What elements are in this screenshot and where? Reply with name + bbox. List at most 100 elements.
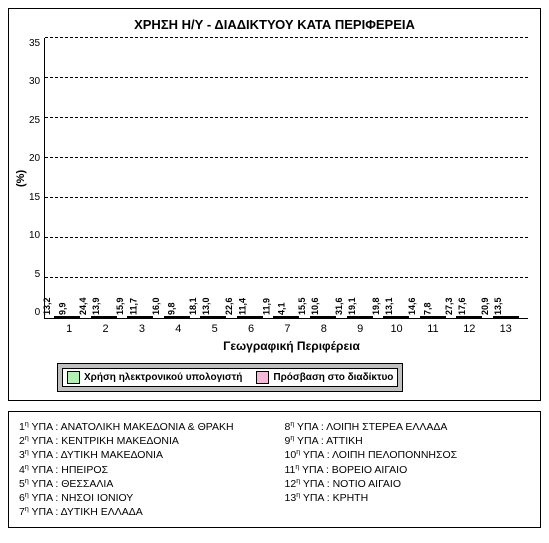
bar-group: 14,67,8	[418, 316, 448, 318]
bars-row: 13,29,924,413,915,911,716,09,818,113,022…	[45, 38, 528, 318]
bar-value-label: 27,3	[444, 297, 454, 315]
x-tick: 10	[382, 323, 412, 335]
bar-group: 22,611,4	[235, 316, 265, 318]
bar: 31,6	[347, 316, 360, 318]
legend-label: Χρήση ηλεκτρονικού υπολογιστή	[84, 372, 242, 383]
bar-group: 15,510,6	[308, 316, 338, 318]
legend-item: Πρόσβαση στο διαδίκτυο	[256, 371, 393, 384]
region-entry: 2η ΥΠΑ : ΚΕΝΤΡΙΚΗ ΜΑΚΕΔΟΝΙΑ	[19, 434, 265, 448]
region-entry: 3η ΥΠΑ : ΔΥΤΙΚΗ ΜΑΚΕΔΟΝΙΑ	[19, 448, 265, 462]
x-tick: 13	[491, 323, 521, 335]
y-tick: 20	[29, 153, 40, 164]
bar-value-label: 16,0	[152, 297, 162, 315]
regions-col-left: 1η ΥΠΑ : ΑΝΑΤΟΛΙΚΗ ΜΑΚΕΔΟΝΙΑ & ΘΡΑΚΗ2η Υ…	[19, 420, 265, 519]
bar: 9,9	[67, 316, 80, 318]
bar-value-label: 4,1	[277, 302, 287, 315]
bar-value-label: 24,4	[79, 297, 89, 315]
bar-group: 24,413,9	[89, 316, 119, 318]
bar: 10,6	[323, 316, 336, 318]
bar: 13,5	[506, 316, 519, 318]
x-tick: 8	[309, 323, 339, 335]
bar-group: 31,619,1	[345, 316, 375, 318]
x-tick: 6	[236, 323, 266, 335]
bar: 18,1	[200, 316, 213, 318]
region-entry: 5η ΥΠΑ : ΘΕΣΣΑΛΙΑ	[19, 477, 265, 491]
bar: 20,9	[493, 316, 506, 318]
y-tick: 5	[29, 269, 40, 280]
bar: 27,3	[456, 316, 469, 318]
bar-value-label: 7,8	[423, 302, 433, 315]
x-tick: 7	[272, 323, 302, 335]
bar: 15,9	[127, 316, 140, 318]
bar: 13,1	[396, 316, 409, 318]
bar-value-label: 19,1	[347, 297, 357, 315]
regions-key: 1η ΥΠΑ : ΑΝΑΤΟΛΙΚΗ ΜΑΚΕΔΟΝΙΑ & ΘΡΑΚΗ2η Υ…	[8, 411, 541, 528]
bar: 24,4	[91, 316, 104, 318]
bar-group: 16,09,8	[162, 316, 192, 318]
bar: 19,8	[383, 316, 396, 318]
bar: 17,6	[469, 316, 482, 318]
y-tick: 25	[29, 115, 40, 126]
x-tick: 11	[418, 323, 448, 335]
x-axis-label: Γεωγραφική Περιφέρεια	[47, 337, 536, 359]
bar-value-label: 19,8	[371, 297, 381, 315]
bar: 16,0	[164, 316, 177, 318]
y-tick: 15	[29, 192, 40, 203]
region-entry: 4η ΥΠΑ : ΗΠΕΙΡΟΣ	[19, 463, 265, 477]
bar-value-label: 11,4	[238, 298, 248, 315]
region-entry: 9η ΥΠΑ : ΑΤΤΙΚΗ	[285, 434, 531, 448]
x-tick: 3	[127, 323, 157, 335]
bar: 9,8	[177, 316, 190, 318]
bar-group: 19,813,1	[381, 316, 411, 318]
x-tick: 2	[91, 323, 121, 335]
bar: 13,0	[213, 316, 226, 318]
chart-container: ΧΡΗΣΗ Η/Υ - ΔΙΑΔΙΚΤΥΟΥ ΚΑΤΑ ΠΕΡΙΦΕΡΕΙΑ (…	[8, 8, 541, 401]
bar-value-label: 20,9	[480, 297, 490, 315]
bar: 14,6	[420, 316, 433, 318]
legend-item: Χρήση ηλεκτρονικού υπολογιστή	[67, 371, 242, 384]
legend-inner: Χρήση ηλεκτρονικού υπολογιστή Πρόσβαση στ…	[62, 368, 398, 387]
bar-value-label: 9,9	[58, 302, 68, 315]
bar-group: 13,29,9	[52, 316, 82, 318]
bar: 15,5	[310, 316, 323, 318]
chart-title: ΧΡΗΣΗ Η/Υ - ΔΙΑΔΙΚΤΥΟΥ ΚΑΤΑ ΠΕΡΙΦΕΡΕΙΑ	[13, 13, 536, 38]
region-entry: 12η ΥΠΑ : ΝΟΤΙΟ ΑΙΓΑΙΟ	[285, 477, 531, 491]
legend-swatch	[256, 371, 269, 384]
x-tick: 5	[200, 323, 230, 335]
legend-panel: Χρήση ηλεκτρονικού υπολογιστή Πρόσβαση στ…	[57, 363, 403, 392]
legend-label: Πρόσβαση στο διαδίκτυο	[273, 372, 393, 383]
y-axis-label: (%)	[13, 38, 29, 319]
region-entry: 8η ΥΠΑ : ΛΟΙΠΗ ΣΤΕΡΕΑ ΕΛΛΑΔΑ	[285, 420, 531, 434]
x-axis-ticks: 12345678910111213	[47, 319, 528, 337]
region-entry: 1η ΥΠΑ : ΑΝΑΤΟΛΙΚΗ ΜΑΚΕΔΟΝΙΑ & ΘΡΑΚΗ	[19, 420, 265, 434]
bar: 22,6	[237, 316, 250, 318]
bar-group: 11,94,1	[271, 316, 301, 318]
plot-area: 13,29,924,413,915,911,716,09,818,113,022…	[44, 38, 528, 319]
bar: 13,9	[104, 316, 117, 318]
bar-value-label: 13,9	[92, 297, 102, 315]
bar: 11,7	[140, 316, 153, 318]
y-tick: 10	[29, 230, 40, 241]
y-axis-ticks: 35302520151050	[29, 38, 44, 318]
bar: 11,4	[250, 316, 263, 318]
region-entry: 7η ΥΠΑ : ΔΥΤΙΚΗ ΕΛΛΑΔΑ	[19, 505, 265, 519]
bar-group: 18,113,0	[198, 316, 228, 318]
bar-value-label: 14,6	[407, 297, 417, 315]
bar-group: 27,317,6	[454, 316, 484, 318]
bar-value-label: 18,1	[188, 297, 198, 315]
bar-value-label: 13,5	[493, 297, 503, 315]
bar-value-label: 13,0	[201, 297, 211, 315]
bar-group: 15,911,7	[125, 316, 155, 318]
x-tick: 1	[54, 323, 84, 335]
x-tick: 9	[345, 323, 375, 335]
y-tick: 35	[29, 38, 40, 49]
bar: 4,1	[286, 316, 299, 318]
regions-col-right: 8η ΥΠΑ : ΛΟΙΠΗ ΣΤΕΡΕΑ ΕΛΛΑΔΑ9η ΥΠΑ : ΑΤΤ…	[285, 420, 531, 519]
chart-area: (%) 35302520151050 13,29,924,413,915,911…	[13, 38, 536, 319]
bar-value-label: 15,9	[115, 297, 125, 315]
y-tick: 0	[29, 307, 40, 318]
bar-value-label: 9,8	[167, 302, 177, 315]
bar-value-label: 11,9	[261, 298, 271, 315]
legend-swatch	[67, 371, 80, 384]
bar-group: 20,913,5	[491, 316, 521, 318]
